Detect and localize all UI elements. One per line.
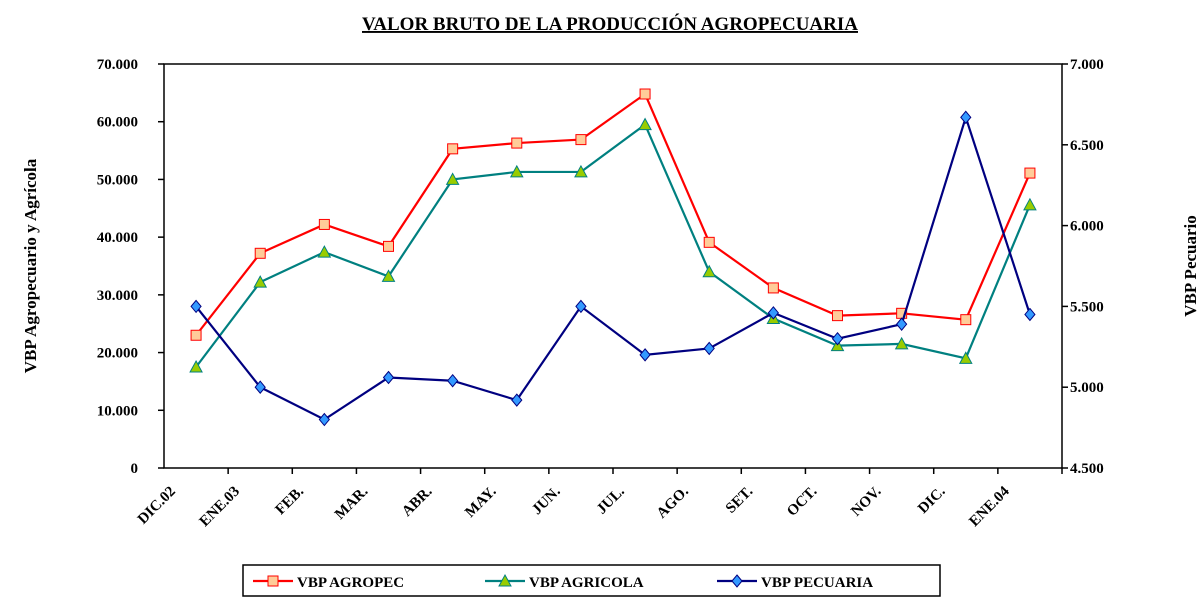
marker — [575, 299, 587, 314]
x-tick-label: OCT. — [784, 483, 820, 519]
marker — [960, 314, 972, 326]
marker — [511, 137, 523, 149]
x-tick-label: ABR. — [399, 483, 436, 520]
y-tick-label: 20.000 — [97, 346, 138, 362]
marker — [254, 380, 266, 394]
x-tick-label: JUN. — [529, 483, 564, 518]
series-line — [195, 113, 1031, 421]
y-tick-label: 40.000 — [97, 230, 138, 246]
marker — [189, 359, 203, 373]
marker — [447, 143, 459, 155]
marker — [1024, 307, 1036, 322]
marker — [318, 412, 331, 427]
chart-title: VALOR BRUTO DE LA PRODUCCIÓN AGROPECUARI… — [362, 13, 858, 35]
legend-marker — [498, 573, 512, 587]
legend-marker — [267, 575, 279, 587]
legend-label: VBP AGROPEC — [297, 575, 404, 591]
series-line — [195, 92, 1031, 336]
marker — [575, 134, 587, 146]
marker — [895, 317, 908, 331]
marker — [703, 341, 715, 356]
x-tick-label: ENE.03 — [197, 484, 243, 530]
y-tick-label: 10.000 — [97, 403, 138, 419]
marker — [383, 240, 394, 252]
y2-tick-label: 7.000 — [1070, 57, 1104, 73]
marker — [958, 351, 973, 364]
y2-tick-label: 5.500 — [1070, 299, 1104, 315]
marker — [638, 117, 652, 131]
marker — [703, 236, 715, 248]
marker — [382, 370, 395, 385]
marker — [894, 336, 909, 350]
x-tick-label: ENE.04 — [966, 483, 1013, 530]
marker — [254, 247, 266, 259]
x-tick-label: DIC. — [915, 483, 949, 517]
x-tick-label: DIC.02 — [135, 484, 179, 528]
legend-label: VBP PECUARIA — [761, 575, 873, 591]
marker — [445, 172, 460, 185]
x-tick-label: SET. — [723, 483, 756, 516]
legend-box — [242, 564, 941, 597]
x-tick-label: NOV. — [848, 483, 884, 519]
y-axis-title: VBP Agropecuario y Agrícola — [21, 158, 40, 373]
marker — [1023, 197, 1037, 211]
marker — [446, 373, 459, 388]
marker — [1024, 167, 1036, 179]
y2-tick-label: 6.000 — [1070, 219, 1104, 235]
series-line — [195, 122, 1031, 368]
legend-marker — [731, 574, 743, 588]
marker — [702, 264, 717, 278]
y-tick-label: 0 — [131, 461, 139, 477]
marker — [509, 164, 524, 178]
legend-label: VBP AGRICOLA — [529, 575, 644, 591]
marker — [639, 88, 651, 100]
marker — [767, 306, 780, 320]
y2-axis-title: VBP Pecuario — [1181, 215, 1200, 317]
x-tick-label: FEB. — [273, 483, 308, 518]
marker — [639, 348, 651, 362]
marker — [381, 269, 396, 282]
y-tick-label: 60.000 — [97, 115, 138, 131]
marker — [767, 282, 779, 294]
y2-tick-label: 6.500 — [1070, 138, 1104, 154]
marker — [511, 393, 523, 407]
y-tick-label: 70.000 — [97, 57, 138, 73]
marker — [574, 164, 588, 178]
marker — [832, 310, 843, 322]
marker — [831, 331, 844, 346]
marker — [317, 245, 332, 258]
y-tick-label: 30.000 — [97, 288, 138, 304]
marker — [190, 329, 202, 341]
marker — [318, 218, 330, 230]
y-tick-label: 50.000 — [97, 172, 138, 188]
x-tick-label: MAR. — [332, 483, 371, 522]
x-tick-label: AGO. — [654, 483, 692, 521]
y2-tick-label: 5.000 — [1070, 380, 1104, 396]
marker — [960, 110, 972, 125]
x-tick-label: MAY. — [462, 483, 500, 521]
y2-tick-label: 4.500 — [1070, 461, 1104, 477]
marker — [190, 299, 202, 314]
x-tick-label: JUL. — [594, 483, 628, 517]
marker — [253, 275, 268, 288]
